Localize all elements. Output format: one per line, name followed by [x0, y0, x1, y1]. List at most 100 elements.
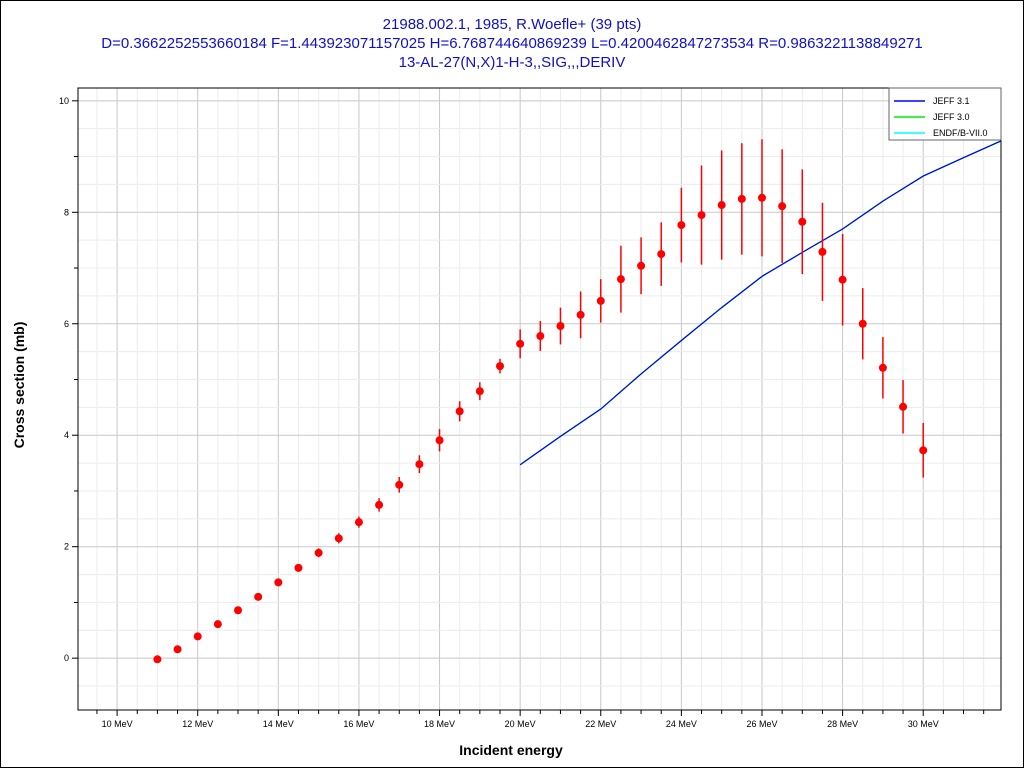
data-point [878, 337, 887, 399]
y-tick-label: 2 [64, 542, 69, 552]
x-tick-label: 22 MeV [585, 719, 616, 729]
chart-title-line-2: D=0.3662252553660184 F=1.443923071157025… [101, 35, 923, 52]
x-tick-label: 30 MeV [908, 719, 939, 729]
data-point [435, 429, 444, 452]
data-marker [334, 534, 343, 543]
data-marker [354, 518, 363, 527]
data-point [899, 380, 908, 434]
x-tick-label: 10 MeV [102, 719, 133, 729]
x-tick-label: 26 MeV [746, 719, 777, 729]
y-tick-label: 6 [64, 319, 69, 329]
data-marker [475, 387, 484, 396]
data-marker [596, 296, 605, 305]
y-tick-label: 4 [64, 430, 69, 440]
data-marker [798, 217, 807, 226]
data-point [798, 169, 807, 275]
data-marker [576, 310, 585, 319]
data-marker [778, 202, 787, 211]
data-point [415, 455, 424, 474]
data-point [475, 382, 484, 401]
curve-jeff-3-0 [519, 140, 1002, 466]
chart-title-line-1: 21988.002.1, 1985, R.Woefle+ (39 pts) [383, 16, 642, 33]
data-marker [637, 261, 646, 270]
x-axis-label: Incident energy [459, 742, 563, 758]
evaluation-curves [519, 140, 1002, 466]
data-point [496, 358, 505, 374]
data-point [757, 139, 766, 257]
data-marker [193, 632, 202, 641]
data-marker [395, 480, 404, 489]
data-point [778, 149, 787, 264]
data-point [677, 187, 686, 263]
data-marker [657, 250, 666, 259]
x-tick-label: 12 MeV [182, 719, 213, 729]
data-marker [878, 363, 887, 372]
data-marker [556, 321, 565, 330]
data-marker [173, 645, 182, 654]
data-marker [153, 655, 162, 664]
data-point [637, 237, 646, 295]
data-point [858, 288, 867, 360]
experimental-points [153, 139, 928, 664]
plot-area-border [77, 87, 1002, 711]
data-marker [274, 578, 283, 587]
data-marker [717, 201, 726, 210]
x-tick-label: 24 MeV [666, 719, 697, 729]
data-point [616, 245, 625, 313]
data-marker [415, 460, 424, 469]
legend-label: JEFF 3.1 [933, 96, 970, 106]
data-marker [294, 563, 303, 572]
x-tick-label: 18 MeV [424, 719, 455, 729]
data-marker [737, 194, 746, 203]
x-tick-label: 20 MeV [505, 719, 536, 729]
data-marker [536, 332, 545, 341]
legend: JEFF 3.1 JEFF 3.0 ENDF/B-VII.0 [888, 87, 1002, 141]
data-point [697, 165, 706, 265]
data-point [596, 279, 605, 323]
y-tick-label: 10 [59, 96, 69, 106]
data-point [556, 307, 565, 345]
y-tick-label: 8 [64, 207, 69, 217]
data-point [838, 234, 847, 326]
axis-ticks: 10 MeV 12 MeV 14 MeV 16 MeV 18 MeV 20 MeV 22 M… [59, 96, 985, 729]
data-point [576, 291, 585, 339]
data-point [717, 150, 726, 260]
data-marker [677, 221, 686, 230]
data-marker [213, 620, 222, 629]
data-point [254, 592, 263, 601]
data-point [395, 477, 404, 493]
data-point [274, 578, 283, 587]
data-marker [455, 407, 464, 416]
grid [78, 88, 1001, 710]
data-point [375, 498, 384, 512]
data-marker [858, 319, 867, 328]
data-marker [616, 275, 625, 284]
data-point [213, 620, 222, 629]
data-point [234, 606, 243, 615]
chart-title-line-3: 13-AL-27(N,X)1-H-3,,SIG,,,DERIV [399, 54, 626, 71]
data-point [818, 202, 827, 301]
data-marker [254, 592, 263, 601]
data-marker [818, 247, 827, 256]
data-marker [375, 500, 384, 509]
curve-jeff-3-1 [519, 140, 1002, 466]
data-point [354, 516, 363, 528]
data-point [516, 329, 525, 359]
data-marker [435, 436, 444, 445]
data-point [314, 548, 323, 558]
data-point [455, 401, 464, 422]
data-marker [919, 446, 928, 455]
data-marker [697, 211, 706, 220]
curve-endf-b-vii-0 [519, 140, 1002, 466]
data-point [294, 563, 303, 572]
data-point [193, 632, 202, 641]
data-point [737, 143, 746, 255]
data-marker [314, 548, 323, 557]
legend-label: ENDF/B-VII.0 [933, 128, 988, 138]
legend-label: JEFF 3.0 [933, 112, 970, 122]
legend-box [888, 87, 1002, 141]
data-marker [899, 402, 908, 411]
data-marker [234, 606, 243, 615]
